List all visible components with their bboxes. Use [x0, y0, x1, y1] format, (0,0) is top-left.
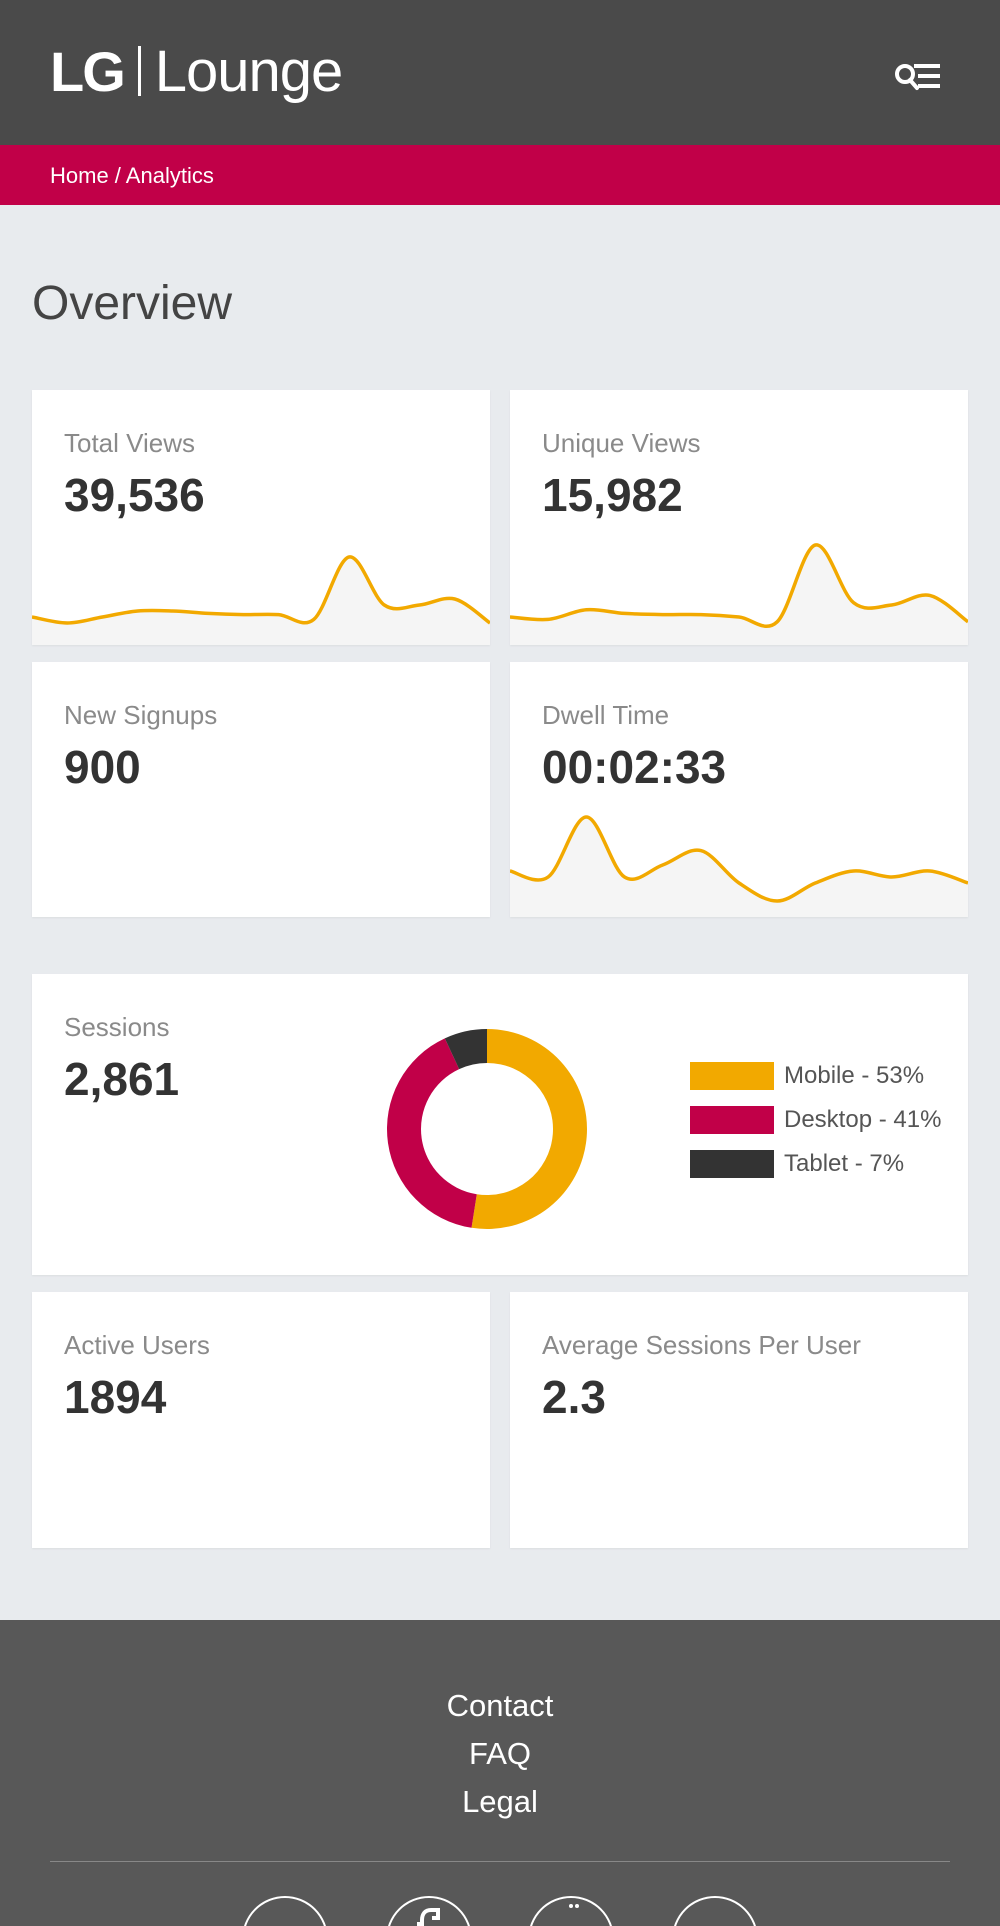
total-views-label: Total Views — [64, 428, 196, 458]
dwell-time-card: Dwell Time 00:02:33 — [510, 662, 968, 917]
facebook-glyph — [417, 1908, 440, 1926]
legend-item-mobile: Mobile - 53% — [690, 1054, 941, 1098]
footer-divider — [50, 1861, 950, 1862]
sessions-donut-chart — [387, 1029, 587, 1229]
donut-slice-tablet — [444, 1029, 487, 1070]
legend-swatch-mobile — [690, 1062, 774, 1090]
sessions-value: 2,861 — [64, 1053, 180, 1105]
legend-label-mobile: Mobile - 53% — [784, 1062, 925, 1089]
site-header: LG Lounge — [0, 0, 1000, 145]
breadcrumb: Home / Analytics — [0, 145, 1000, 205]
sessions-legend: Mobile - 53% Desktop - 41% Tablet - 7% — [690, 1054, 941, 1186]
active-users-label: Active Users — [64, 1330, 210, 1360]
logo-divider — [137, 46, 141, 96]
youtube-icon[interactable] — [672, 1896, 758, 1926]
site-footer: Contact FAQ Legal — [0, 1620, 1000, 1926]
sessions-card: Sessions 2,861 Mobile - 53% Desktop - 41… — [32, 974, 968, 1275]
breadcrumb-text[interactable]: Home / Analytics — [50, 163, 214, 188]
new-signups-label: New Signups — [64, 700, 218, 730]
unique-views-label: Unique Views — [542, 428, 701, 458]
unique-views-card: Unique Views 15,982 — [510, 390, 968, 645]
page-title: Overview — [32, 277, 233, 330]
new-signups-value: 900 — [64, 741, 141, 793]
dwell-time-value: 00:02:33 — [542, 741, 727, 793]
logo-lounge-text: Lounge — [154, 38, 344, 104]
footer-link-faq[interactable]: FAQ — [468, 1736, 531, 1771]
dwell-time-label: Dwell Time — [542, 700, 670, 730]
legend-swatch-desktop — [690, 1106, 774, 1134]
instagram-icon[interactable] — [528, 1896, 614, 1926]
legend-label-desktop: Desktop - 41% — [784, 1106, 942, 1133]
unique-views-value: 15,982 — [542, 469, 683, 521]
sparkline-line — [32, 555, 490, 625]
unique-views-sparkline — [510, 543, 968, 645]
total-views-value: 39,536 — [64, 469, 205, 521]
avg-sessions-label: Average Sessions Per User — [542, 1330, 861, 1360]
sparkline-area — [510, 544, 968, 645]
avg-sessions-card: Average Sessions Per User 2.3 — [510, 1292, 968, 1548]
legend-item-desktop: Desktop - 41% — [690, 1098, 941, 1142]
legend-label-tablet: Tablet - 7% — [784, 1150, 905, 1177]
instagram-glyph — [569, 1904, 579, 1908]
active-users-value: 1894 — [64, 1371, 167, 1423]
logo-lg-text: LG — [50, 39, 126, 103]
legend-swatch-tablet — [690, 1150, 774, 1178]
new-signups-card: New Signups 900 — [32, 662, 490, 917]
search-menu-button[interactable] — [892, 58, 948, 94]
dwell-time-sparkline — [510, 815, 968, 917]
sparkline-area — [510, 817, 968, 917]
lg-lounge-logo[interactable]: LG Lounge — [50, 36, 344, 106]
sessions-label: Sessions — [64, 1012, 170, 1042]
sparkline-line — [510, 815, 968, 903]
total-views-card: Total Views 39,536 — [32, 390, 490, 645]
sparkline-area — [32, 556, 490, 645]
footer-link-contact[interactable]: Contact — [446, 1688, 554, 1723]
sparkline-line — [510, 543, 968, 629]
active-users-card: Active Users 1894 — [32, 1292, 490, 1548]
facebook-icon[interactable] — [386, 1896, 472, 1926]
twitter-icon[interactable] — [242, 1896, 328, 1926]
search-menu-icon — [895, 64, 940, 90]
footer-link-legal[interactable]: Legal — [462, 1784, 538, 1819]
donut-slice-desktop — [387, 1038, 477, 1228]
donut-slice-mobile — [471, 1029, 587, 1229]
avg-sessions-value: 2.3 — [542, 1371, 606, 1423]
total-views-sparkline — [32, 555, 490, 645]
legend-item-tablet: Tablet - 7% — [690, 1142, 941, 1186]
